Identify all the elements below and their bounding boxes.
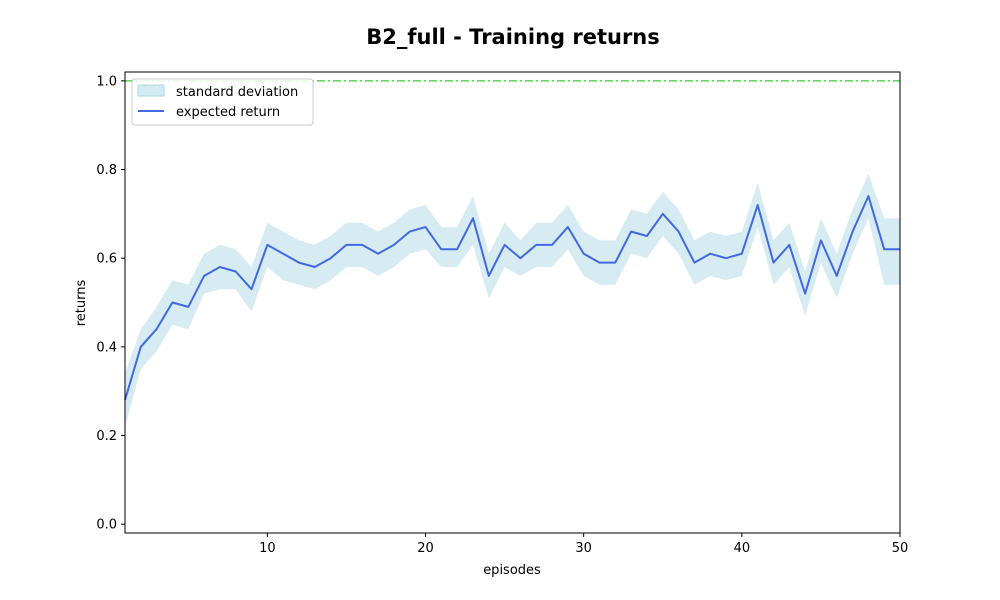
- x-tick-label: 50: [892, 541, 909, 556]
- y-tick-label: 0.0: [96, 518, 117, 533]
- y-axis-label: returns: [74, 280, 89, 327]
- x-tick-label: 20: [417, 541, 434, 556]
- chart-title: B2_full - Training returns: [366, 25, 660, 49]
- y-tick-label: 0.2: [96, 429, 117, 444]
- y-tick-label: 0.8: [96, 163, 117, 178]
- legend-label-expected-return: expected return: [176, 105, 280, 120]
- x-tick-label: 10: [259, 541, 276, 556]
- y-tick-label: 0.6: [96, 252, 117, 267]
- legend: standard deviation expected return: [131, 78, 314, 126]
- x-axis: 10 20 30 40 50: [259, 533, 908, 556]
- x-tick-label: 40: [734, 541, 751, 556]
- expected-return-line: [124, 195, 900, 401]
- y-tick-label: 1.0: [96, 74, 117, 89]
- plot-frame: [124, 71, 901, 534]
- x-tick-label: 30: [575, 541, 592, 556]
- y-tick-label: 0.4: [96, 340, 117, 355]
- legend-box: [131, 78, 314, 126]
- legend-label-standard-deviation: standard deviation: [176, 85, 298, 100]
- legend-swatch-standard-deviation: [137, 84, 165, 97]
- plot-area: [124, 80, 900, 427]
- y-axis: 0.0 0.2 0.4 0.6 0.8 1.0: [96, 74, 125, 533]
- x-axis-label: episodes: [483, 563, 541, 578]
- std-band: [125, 174, 900, 427]
